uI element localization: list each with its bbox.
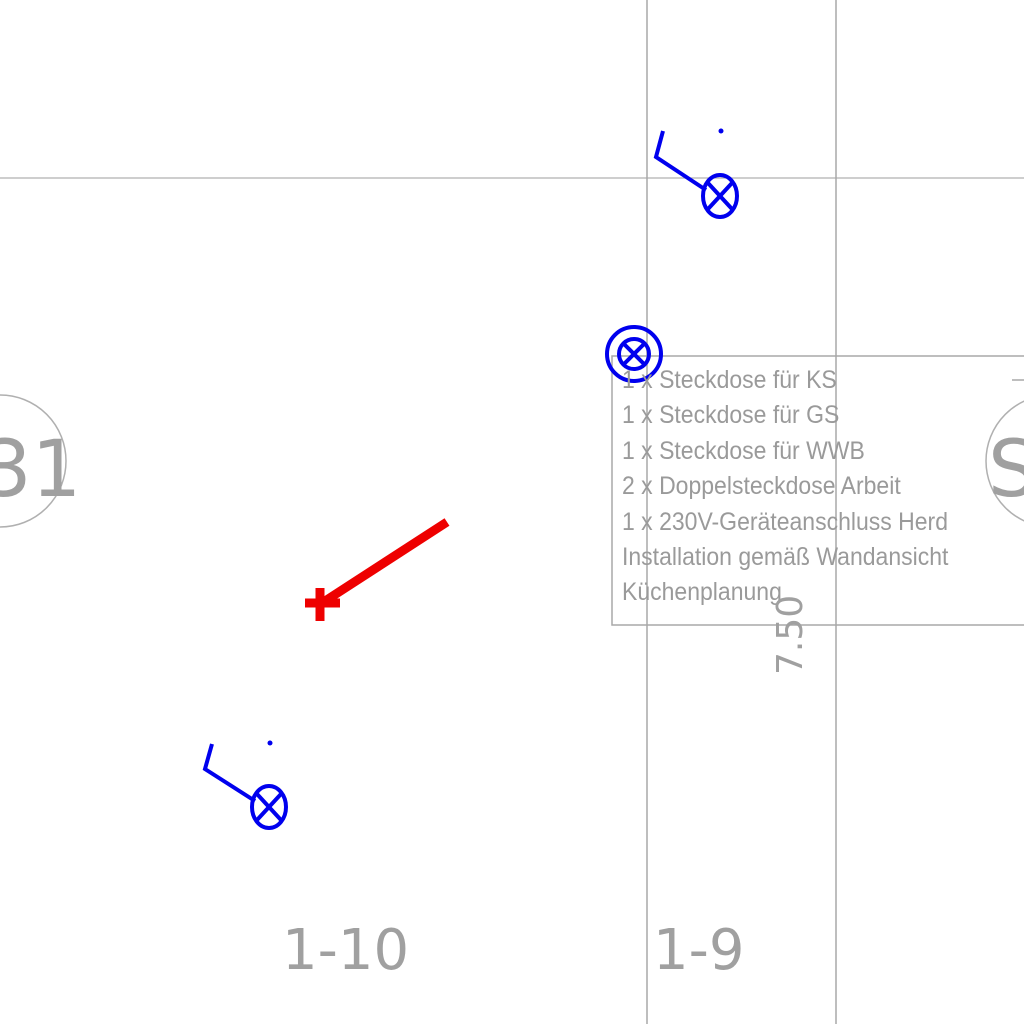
note-line: 1 x Steckdose für WWB: [622, 437, 865, 465]
axis-bubble-left-label: 31: [0, 425, 82, 515]
note-line: Installation gemäß Wandansicht: [622, 543, 949, 571]
note-line: 1 x Steckdose für KS: [622, 366, 837, 394]
axis-label-1-9: 1-9: [653, 918, 745, 983]
switch-icon[interactable]: [202, 740, 288, 830]
axis-bubble-left: [0, 394, 67, 528]
note-line: 2 x Doppelsteckdose Arbeit: [622, 472, 901, 500]
axis-label-1-10: 1-10: [282, 918, 410, 983]
cursor-marker-icon: [305, 518, 450, 621]
note-line: Küchenplanung: [622, 578, 782, 606]
axis-bubble-right: [985, 400, 1024, 522]
note-line: 1 x 230V-Geräteanschluss Herd: [622, 508, 949, 536]
note-line: 1 x Steckdose für GS: [622, 401, 840, 429]
dimension-label: 7.50: [770, 594, 811, 675]
switch-icon[interactable]: [653, 128, 739, 219]
axis-bubble-right-label: S: [988, 425, 1024, 515]
socket-icon[interactable]: [605, 325, 663, 383]
note-box: [611, 355, 1024, 626]
